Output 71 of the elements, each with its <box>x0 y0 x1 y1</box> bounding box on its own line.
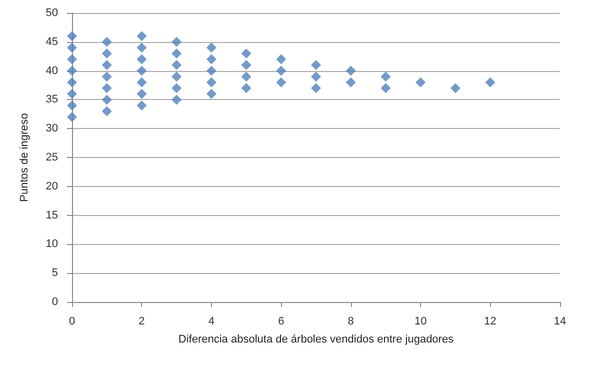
point <box>102 60 112 70</box>
point <box>67 54 77 64</box>
point <box>206 88 216 99</box>
x-tick-label: 8 <box>348 316 354 328</box>
y-tick-label: 5 <box>52 267 58 280</box>
point <box>241 83 252 94</box>
point <box>67 100 77 110</box>
point <box>102 72 112 82</box>
point <box>206 77 216 88</box>
point <box>241 60 252 70</box>
point <box>206 42 216 53</box>
point <box>102 83 112 94</box>
point <box>136 66 147 76</box>
point <box>136 77 147 88</box>
x-tick-label: 14 <box>554 316 566 328</box>
point <box>67 66 77 76</box>
point <box>172 60 182 70</box>
point <box>276 77 286 88</box>
point <box>136 88 147 99</box>
x-tick-label: 0 <box>68 316 76 328</box>
point <box>102 106 112 116</box>
point <box>136 100 147 110</box>
point <box>67 77 77 88</box>
point <box>276 54 286 64</box>
y-tick-label: 25 <box>46 152 58 164</box>
y-tick-label: 20 <box>46 180 58 192</box>
point <box>172 72 182 82</box>
point <box>102 94 112 105</box>
y-tick-label: 0 <box>52 296 58 308</box>
x-tick-label: 4 <box>208 316 214 328</box>
x-tick-label: 6 <box>278 316 284 328</box>
point <box>172 83 182 94</box>
y-tick-label: 30 <box>46 122 58 135</box>
point <box>380 72 391 82</box>
y-tick-label: 10 <box>46 238 58 250</box>
point <box>172 94 182 105</box>
point <box>276 66 286 76</box>
point <box>346 66 356 76</box>
x-axis-title: Diferencia absoluta de árboles vendidos entre jugadores <box>178 334 454 346</box>
x-tick-label: 10 <box>414 316 427 328</box>
point <box>311 72 321 82</box>
x-tick-label: 2 <box>138 316 145 328</box>
point <box>102 36 112 47</box>
y-tick-label: 15 <box>46 209 58 222</box>
point <box>136 42 147 53</box>
point <box>67 112 77 122</box>
point <box>241 48 252 58</box>
point <box>67 42 77 53</box>
y-axis-title: Puntos de ingreso <box>18 113 30 202</box>
point <box>416 77 426 88</box>
y-tick-label: 40 <box>46 64 58 77</box>
point <box>136 54 147 64</box>
point <box>206 66 216 76</box>
point <box>311 83 321 94</box>
x-tick-label: 12 <box>484 316 496 328</box>
point <box>67 31 77 42</box>
point <box>380 83 391 94</box>
y-tick-label: 35 <box>46 94 58 106</box>
point <box>206 54 216 64</box>
point <box>450 83 460 94</box>
point <box>241 72 252 82</box>
point <box>485 77 496 88</box>
point <box>172 36 182 47</box>
point <box>102 48 112 58</box>
point <box>311 60 321 70</box>
point <box>172 48 182 58</box>
point <box>136 31 147 42</box>
y-tick-label: 50 <box>46 7 58 19</box>
y-tick-label: 45 <box>46 36 58 48</box>
point <box>67 88 77 99</box>
point <box>346 77 356 88</box>
